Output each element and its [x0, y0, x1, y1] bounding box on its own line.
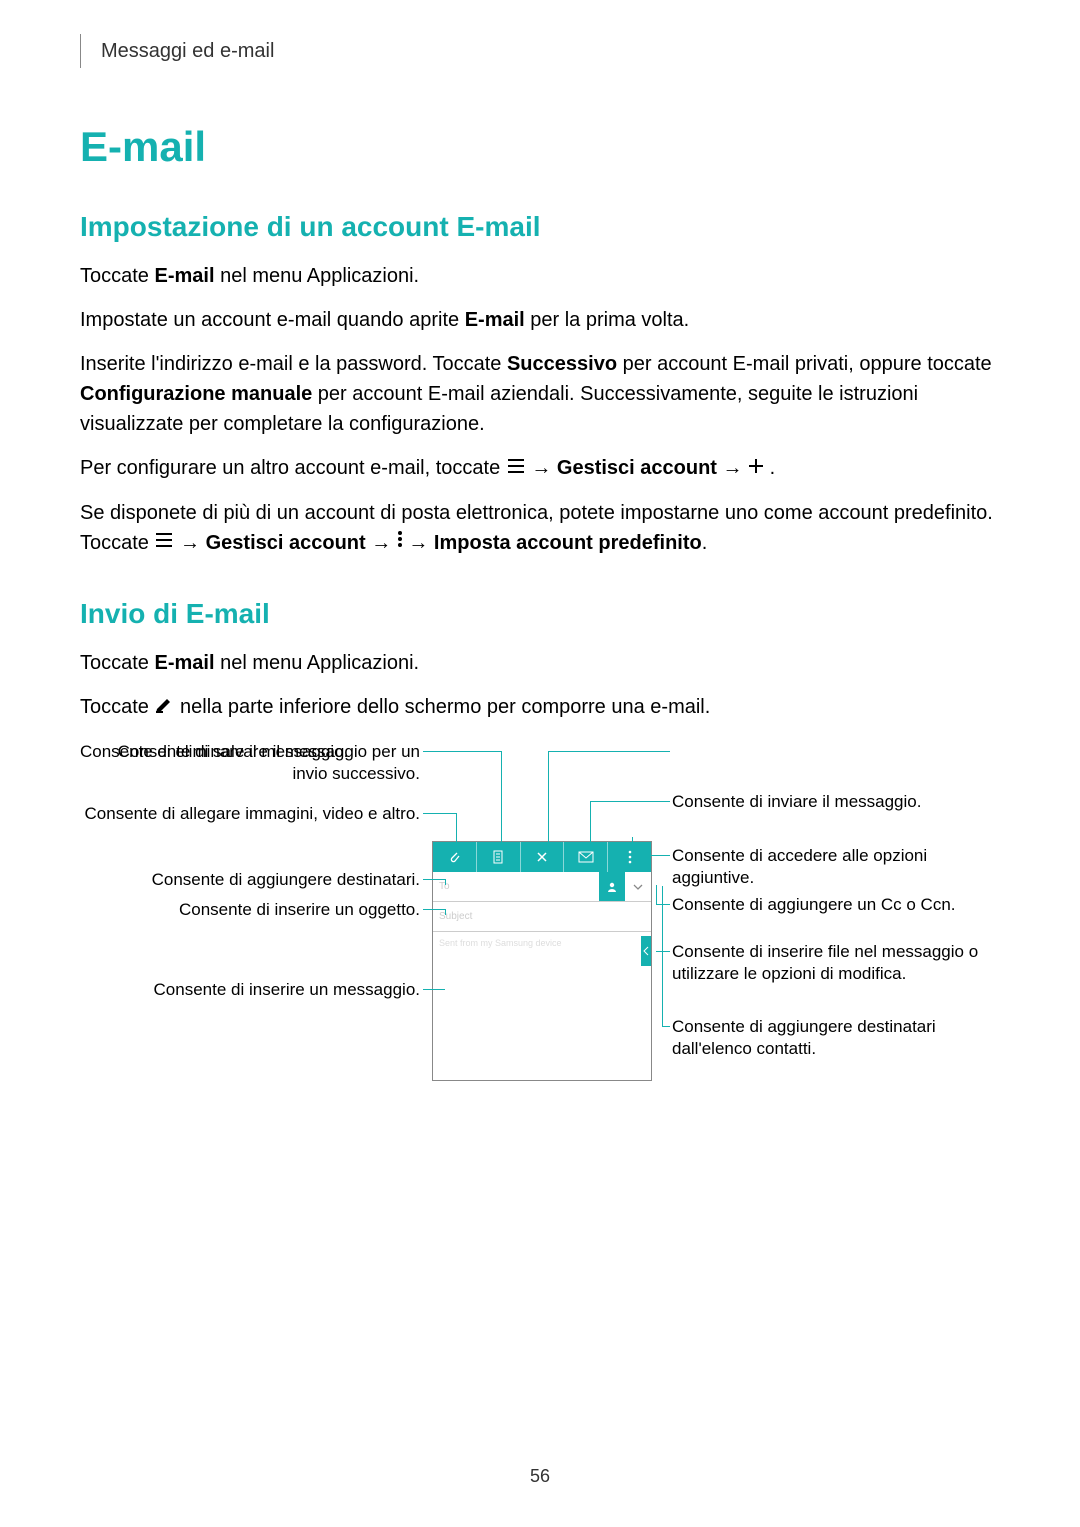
overflow-icon: [608, 842, 651, 872]
breadcrumb-bar: [80, 34, 81, 68]
save-icon: [477, 842, 521, 872]
delete-icon: [521, 842, 565, 872]
expand-cc-icon: [625, 872, 651, 901]
callout-attach: Consente di allegare immagini, video e a…: [80, 803, 420, 825]
section2-heading: Invio di E-mail: [80, 598, 1000, 630]
compose-icon: [154, 692, 174, 722]
section1-p1: Toccate E-mail nel menu Applicazioni.: [80, 261, 1000, 291]
section2-p2: Toccate nella parte inferiore dello sche…: [80, 692, 1000, 723]
attach-icon: [433, 842, 477, 872]
page-title: E-mail: [80, 123, 1000, 171]
callout-send: Consente di inviare il messaggio.: [672, 791, 992, 813]
callout-contacts: Consente di aggiungere destinatari dall'…: [672, 1016, 992, 1060]
section2-p1: Toccate E-mail nel menu Applicazioni.: [80, 648, 1000, 678]
section1-heading: Impostazione di un account E-mail: [80, 211, 1000, 243]
body-row: Sent from my Samsung device: [433, 932, 651, 1080]
phone-mockup: To Subject Sent from my Samsung device: [432, 841, 652, 1081]
plus-icon: [748, 453, 764, 483]
callout-options: Consente di accedere alle opzioni aggiun…: [672, 845, 992, 889]
contact-icon: [599, 872, 625, 901]
section1-p2: Impostate un account e-mail quando aprit…: [80, 305, 1000, 335]
callout-subject: Consente di inserire un oggetto.: [80, 899, 420, 921]
callout-delete: Consente di eliminare il messaggio.: [80, 741, 400, 763]
callout-recipients: Consente di aggiungere destinatari.: [80, 869, 420, 891]
breadcrumb: Messaggi ed e-mail: [101, 40, 274, 63]
side-tab-icon: [641, 936, 651, 966]
to-row: To: [433, 872, 651, 902]
menu-icon: [506, 453, 526, 483]
section1-p4: Per configurare un altro account e-mail,…: [80, 453, 1000, 484]
section1-p5: Se disponete di più di un account di pos…: [80, 498, 1000, 559]
menu-icon: [154, 527, 174, 557]
page-number: 56: [0, 1466, 1080, 1487]
section1-p3: Inserite l'indirizzo e-mail e la passwor…: [80, 349, 1000, 439]
compose-diagram: To Subject Sent from my Samsung device: [80, 741, 980, 1091]
send-icon: [564, 842, 608, 872]
more-icon: [397, 527, 403, 557]
compose-toolbar: [433, 842, 651, 872]
callout-insertfile: Consente di inserire file nel messaggio …: [672, 941, 992, 985]
callout-cc: Consente di aggiungere un Cc o Ccn.: [672, 894, 992, 916]
subject-row: Subject: [433, 902, 651, 932]
to-label: To: [433, 881, 599, 892]
callout-message: Consente di inserire un messaggio.: [80, 979, 420, 1001]
